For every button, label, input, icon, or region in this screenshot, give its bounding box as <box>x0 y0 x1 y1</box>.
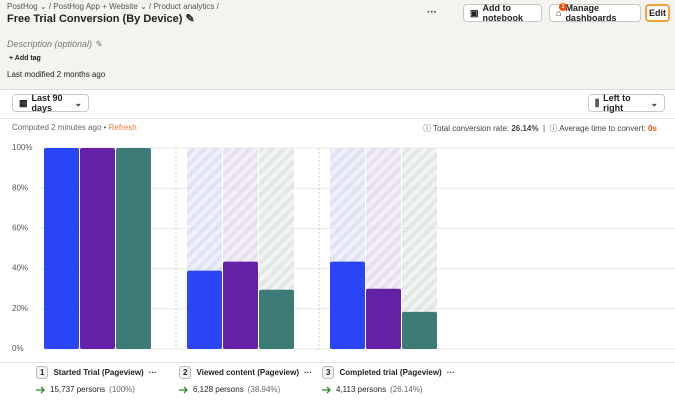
y-tick-label: 40% <box>12 264 28 273</box>
y-tick-label: 100% <box>12 143 32 152</box>
date-range[interactable]: ▦ Last 90 days ⌄ <box>12 93 89 113</box>
value: 26.14% <box>511 124 539 133</box>
last-modified: Last modified 2 months ago <box>7 70 106 79</box>
divider <box>0 118 675 119</box>
y-tick-label: 60% <box>12 224 28 233</box>
add-to-notebook[interactable]: ▣ Add to notebook <box>463 3 542 23</box>
step-percent: (100%) <box>109 385 135 394</box>
bar <box>44 148 79 349</box>
step-name: Started Trial (Pageview) <box>53 368 144 377</box>
y-tick-label: 0% <box>12 344 24 353</box>
step-persons: 6,128 persons <box>193 385 244 394</box>
edit-button[interactable]: Edit <box>645 4 670 22</box>
conversion-arrow <box>36 386 45 393</box>
add-tag[interactable]: + Add tag <box>9 55 41 62</box>
y-tick-label: 20% <box>12 304 28 313</box>
bar <box>116 148 151 349</box>
step-name: Completed trial (Pageview) <box>339 368 442 377</box>
bar <box>80 148 115 349</box>
badge: 1 <box>559 3 567 11</box>
step-number: 1 <box>36 366 49 379</box>
step-persons: 4,113 persons <box>336 385 387 394</box>
insight-title[interactable]: Free Trial Conversion (By Device) ✎ <box>7 13 195 25</box>
breadcrumb[interactable]: Product analytics <box>153 2 215 11</box>
description[interactable]: Description (optional) ✎ <box>7 39 103 49</box>
value: 0s <box>648 124 657 133</box>
label: Left to right <box>603 93 631 113</box>
step-percent: (26.14%) <box>390 385 423 394</box>
breadcrumb[interactable]: PostHog App + Website <box>53 2 138 11</box>
label: Manage dashboards <box>565 3 617 23</box>
bar <box>187 270 222 349</box>
conversion-arrow <box>179 386 188 393</box>
step-number: 2 <box>179 366 192 379</box>
divider <box>0 362 675 363</box>
bar <box>402 311 437 349</box>
placeholder: Description (optional) <box>7 39 93 49</box>
step-card: 2 Viewed content (Pageview) ··· 6,128 pe… <box>179 366 312 400</box>
bar <box>330 261 365 349</box>
step-persons: 15,737 persons <box>50 385 106 394</box>
step-number: 3 <box>322 366 335 379</box>
label: Add to notebook <box>482 3 524 23</box>
step-name: Viewed content (Pageview) <box>196 368 299 377</box>
label: Average time to convert: <box>559 124 646 133</box>
step-percent: (38.94%) <box>247 385 281 394</box>
label: Last 90 days <box>31 93 63 113</box>
bar <box>366 288 401 349</box>
step-menu[interactable]: ··· <box>446 368 455 377</box>
breadcrumbs: PostHog ⌄ / PostHog App + Website ⌄ / Pr… <box>7 2 219 11</box>
y-tick-label: 80% <box>12 183 28 192</box>
breadcrumb[interactable]: PostHog <box>7 2 38 11</box>
step-card: 1 Started Trial (Pageview) ··· 15,737 pe… <box>36 366 169 400</box>
bar <box>259 289 294 349</box>
layout-select[interactable]: ⫼ Left to right ⌄ <box>588 93 665 113</box>
step-card: 3 Completed trial (Pageview) ··· 4,113 p… <box>322 366 455 400</box>
computed: Computed 2 minutes ago <box>12 123 102 132</box>
more-button[interactable]: ··· <box>427 7 437 18</box>
label: Total conversion rate: <box>433 124 510 133</box>
refresh[interactable]: Refresh <box>108 123 137 132</box>
conversion-arrow <box>322 386 331 393</box>
dashboard-icon: ⌂ 1 <box>556 3 567 18</box>
computed-row: Computed 2 minutes ago • Refresh <box>12 123 137 132</box>
bar <box>223 261 258 349</box>
title-text: Free Trial Conversion (By Device) <box>7 13 183 25</box>
manage-dashboards[interactable]: ⌂ 1 Manage dashboards <box>549 3 641 23</box>
summary: ⓘ Total conversion rate: 26.14% | ⓘ Aver… <box>423 124 657 133</box>
step-menu[interactable]: ··· <box>148 368 157 377</box>
label: Add tag <box>14 55 41 62</box>
step-menu[interactable]: ··· <box>304 368 312 377</box>
